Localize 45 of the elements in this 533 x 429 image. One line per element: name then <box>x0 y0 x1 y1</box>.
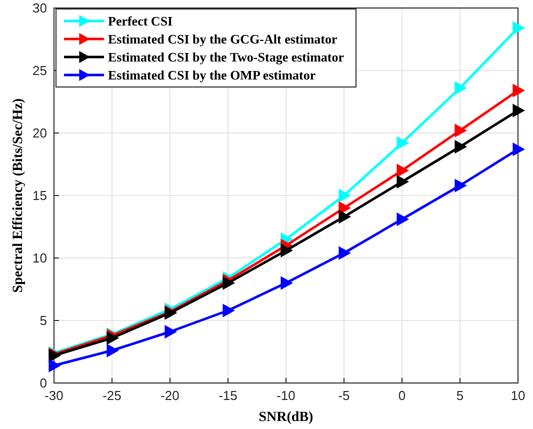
point <box>396 212 408 226</box>
legend-label: Estimated CSI by the GCG-Alt estimator <box>108 32 338 46</box>
point <box>222 276 234 290</box>
x-tick-label: -20 <box>160 388 180 403</box>
y-tick-label: 5 <box>40 313 47 328</box>
point <box>164 325 176 338</box>
y-tick-label: 0 <box>40 376 47 390</box>
point <box>396 136 408 150</box>
point <box>454 124 466 137</box>
x-tick-label: 0 <box>398 388 406 403</box>
point <box>454 82 466 94</box>
point <box>396 175 408 188</box>
y-tick-label: 25 <box>32 63 47 78</box>
point <box>280 244 292 257</box>
x-tick-label: -25 <box>102 388 122 403</box>
y-tick-label: 10 <box>32 250 47 266</box>
point <box>280 276 292 290</box>
x-tick-label: -10 <box>276 388 296 403</box>
x-tick-label: 5 <box>456 388 464 403</box>
legend-label: Perfect CSI <box>108 14 173 28</box>
point <box>454 140 466 154</box>
legend-label: Estimated CSI by the Two-Stage estimator <box>108 50 344 64</box>
point <box>512 84 524 97</box>
y-tick-label: 20 <box>32 126 47 140</box>
y-tick-label: 15 <box>32 188 47 203</box>
point <box>106 344 118 357</box>
point <box>512 142 524 156</box>
point <box>396 164 408 177</box>
y-tick-label: 30 <box>32 0 47 16</box>
x-tick-label: -15 <box>218 388 238 403</box>
y-axis-title: Spectral Efficiency (Bits/Sec/Hz) <box>11 98 26 293</box>
x-tick-label: 10 <box>510 388 526 403</box>
point <box>106 332 118 344</box>
x-tick-label: -30 <box>44 388 64 403</box>
point <box>338 246 350 260</box>
point <box>222 304 234 317</box>
point <box>454 179 466 192</box>
legend-label: Estimated CSI by the OMP estimator <box>108 68 316 82</box>
point <box>48 359 60 372</box>
point <box>338 210 350 224</box>
x-axis-title: SNR(dB) <box>258 410 314 425</box>
point <box>512 22 524 34</box>
x-tick-label: -5 <box>338 388 350 403</box>
point <box>512 104 524 117</box>
point <box>338 189 350 202</box>
